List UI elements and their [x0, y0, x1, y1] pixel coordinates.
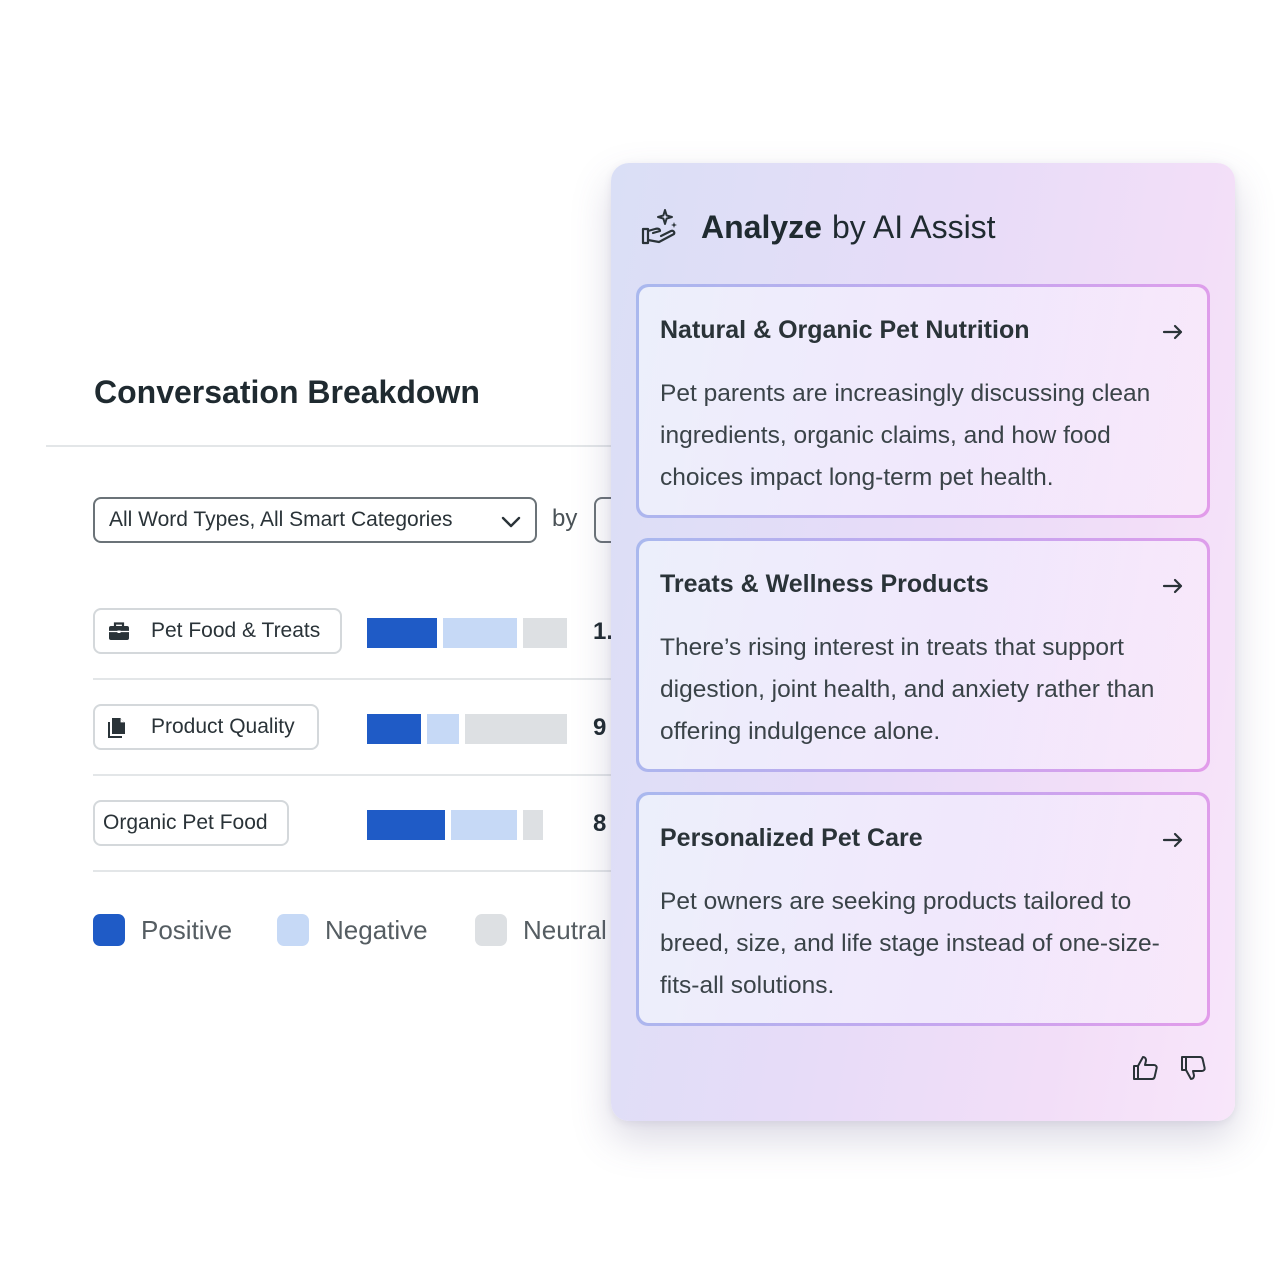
legend-item-neutral: Neutral	[475, 914, 607, 946]
chip-label: Pet Food & Treats	[151, 619, 321, 642]
insight-body: There’s rising interest in treats that s…	[660, 634, 1155, 745]
category-chip[interactable]: Organic Pet Food	[93, 800, 289, 846]
row-divider	[93, 678, 713, 680]
neutral-segment	[465, 714, 567, 744]
negative-segment	[451, 810, 517, 840]
table-row: Organic Pet Food 8	[93, 800, 713, 896]
insight-body: Pet parents are increasingly discussing …	[660, 380, 1151, 491]
legend-label: Negative	[325, 914, 428, 945]
page-title: Conversation Breakdown	[94, 374, 480, 410]
hand-sparkle-icon	[641, 209, 677, 245]
positive-segment	[367, 810, 445, 840]
legend-item-negative: Negative	[277, 914, 428, 946]
sentiment-bar[interactable]	[367, 618, 567, 648]
by-label: by	[552, 505, 578, 532]
documents-icon	[107, 715, 131, 739]
negative-segment	[443, 618, 517, 648]
ai-title-strong: Analyze	[701, 208, 822, 245]
ai-assist-panel: Analyze by AI Assist Natural & Organic P…	[611, 163, 1235, 1121]
row-divider	[93, 774, 713, 776]
row-divider	[93, 870, 713, 872]
arrow-right-icon[interactable]	[1161, 574, 1185, 598]
positive-swatch	[93, 914, 125, 946]
chevron-down-icon	[501, 516, 521, 528]
legend: Positive Negative Neutral	[93, 914, 713, 948]
arrow-right-icon[interactable]	[1161, 320, 1185, 344]
insight-card[interactable]: Treats & Wellness Products There’s risin…	[636, 538, 1210, 772]
insight-title: Treats & Wellness Products	[660, 570, 989, 598]
row-value: 8	[593, 810, 607, 837]
neutral-segment	[523, 810, 543, 840]
sentiment-bar[interactable]	[367, 714, 567, 744]
category-chip[interactable]: Product Quality	[93, 704, 319, 750]
insight-title: Personalized Pet Care	[660, 824, 923, 852]
chip-label: Product Quality	[151, 715, 295, 738]
positive-segment	[367, 714, 421, 744]
insight-card[interactable]: Personalized Pet Care Pet owners are see…	[636, 792, 1210, 1026]
thumbs-up-icon[interactable]	[1130, 1053, 1160, 1083]
insight-title: Natural & Organic Pet Nutrition	[660, 316, 1030, 344]
negative-segment	[427, 714, 459, 744]
legend-label: Neutral	[523, 914, 607, 945]
divider	[46, 445, 746, 447]
word-type-category-select[interactable]: All Word Types, All Smart Categories	[93, 497, 537, 543]
insight-body: Pet owners are seeking products tailored…	[660, 888, 1160, 999]
arrow-right-icon[interactable]	[1161, 828, 1185, 852]
row-value: 9	[593, 714, 607, 741]
table-row: Pet Food & Treats 1.	[93, 608, 713, 704]
positive-segment	[367, 618, 437, 648]
insight-card[interactable]: Natural & Organic Pet Nutrition Pet pare…	[636, 284, 1210, 518]
ai-panel-header: Analyze by AI Assist	[639, 207, 996, 247]
ai-title-rest: by AI Assist	[831, 208, 996, 245]
legend-item-positive: Positive	[93, 914, 232, 946]
table-row: Product Quality 9	[93, 704, 713, 800]
thumbs-down-icon[interactable]	[1178, 1053, 1208, 1083]
chip-label: Organic Pet Food	[103, 811, 268, 834]
legend-label: Positive	[141, 914, 233, 945]
sentiment-bar[interactable]	[367, 810, 567, 840]
neutral-segment	[523, 618, 567, 648]
negative-swatch	[277, 914, 309, 946]
category-chip[interactable]: Pet Food & Treats	[93, 608, 342, 654]
neutral-swatch	[475, 914, 507, 946]
select-value: All Word Types, All Smart Categories	[109, 508, 453, 531]
row-value: 1.	[593, 618, 614, 645]
briefcase-icon	[107, 619, 131, 643]
